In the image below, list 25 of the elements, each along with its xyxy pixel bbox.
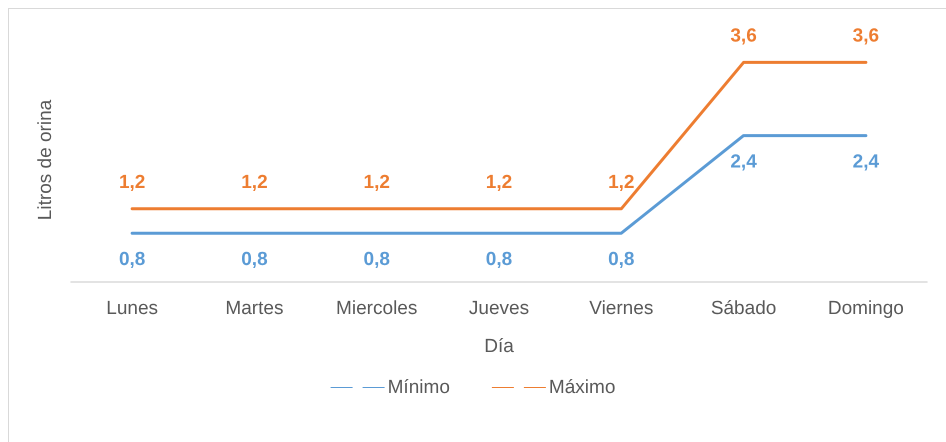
data-label: 3,6 bbox=[730, 25, 757, 46]
data-label: 2,4 bbox=[852, 152, 880, 173]
data-label: 0,8 bbox=[486, 249, 512, 270]
data-label: 0,8 bbox=[241, 249, 268, 270]
data-label: 1,2 bbox=[241, 172, 268, 193]
x-axis-title: Día bbox=[484, 336, 514, 357]
x-tick-label: Jueves bbox=[468, 298, 530, 319]
data-label: 0,8 bbox=[364, 249, 390, 270]
data-label: 1,2 bbox=[486, 172, 512, 193]
x-tick-label: Domingo bbox=[828, 298, 904, 319]
data-label: 0,8 bbox=[608, 249, 634, 270]
data-label: 2,4 bbox=[730, 152, 758, 173]
data-label: 1,2 bbox=[364, 172, 390, 193]
data-label: 1,2 bbox=[118, 172, 146, 193]
x-tick-label: Martes bbox=[225, 298, 284, 319]
x-tick-label: Miercoles bbox=[336, 298, 418, 319]
legend-label: Mínimo bbox=[388, 377, 450, 398]
x-tick-label: Sábado bbox=[710, 298, 776, 319]
legend-label: Máximo bbox=[548, 377, 616, 398]
x-tick-label: Viernes bbox=[589, 298, 654, 319]
data-label: 1,2 bbox=[608, 172, 634, 193]
y-axis-title: Litros de orina bbox=[35, 99, 56, 220]
data-label: 0,8 bbox=[118, 249, 146, 270]
x-tick-label: Lunes bbox=[106, 298, 158, 319]
data-label: 3,6 bbox=[852, 25, 880, 46]
